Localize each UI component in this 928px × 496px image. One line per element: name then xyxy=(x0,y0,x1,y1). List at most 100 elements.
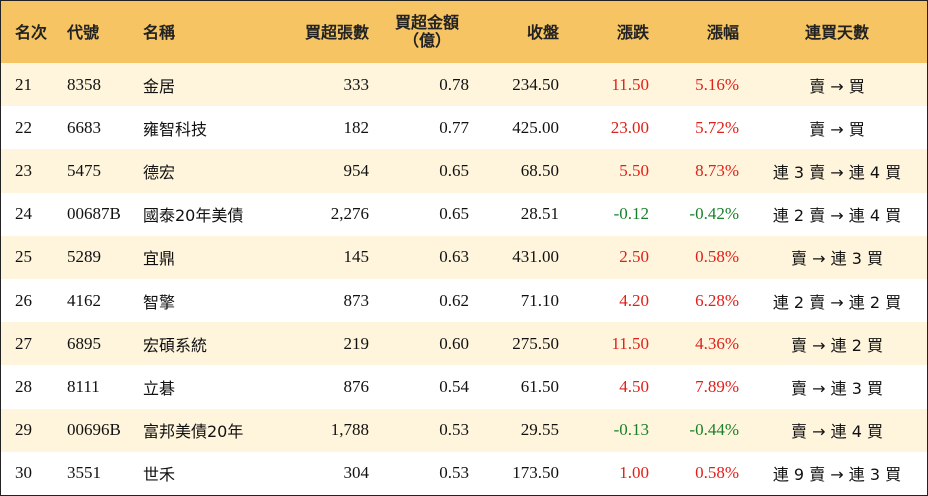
cell-streak: 賣 → 連 3 買 xyxy=(791,378,883,398)
cell-streak: 連 3 賣 → 連 4 買 xyxy=(772,162,902,182)
cell-close: 173.50 xyxy=(512,463,559,483)
cell-change: 4.50 xyxy=(619,376,649,396)
cell-net-buy-shares: 876 xyxy=(343,376,370,396)
table-header-row: 名次 代號 名稱 買超張數 買超金額 （億） 收盤 漲跌 漲幅 連買天數 xyxy=(1,1,927,63)
cell-streak: 連 2 賣 → 連 4 買 xyxy=(772,206,902,226)
cell-close: 234.50 xyxy=(512,74,559,94)
cell-name: 雍智科技 xyxy=(143,119,208,139)
header-change: 漲跌 xyxy=(616,22,649,42)
cell-change-pct: 5.16% xyxy=(695,74,739,94)
cell-change-pct: 4.36% xyxy=(695,333,739,353)
cell-rank: 22 xyxy=(15,117,32,137)
cell-name: 宜鼎 xyxy=(143,249,176,269)
cell-rank: 30 xyxy=(15,463,32,483)
cell-close: 425.00 xyxy=(512,117,559,137)
cell-close: 431.00 xyxy=(512,247,559,267)
cell-change: 23.00 xyxy=(610,117,649,137)
cell-name: 國泰20年美債 xyxy=(143,206,244,226)
cell-change-pct: 5.72% xyxy=(695,117,739,137)
cell-rank: 27 xyxy=(15,333,32,353)
table-row: 26 4162 智擎 873 0.62 71.10 4.20 6.28% 連 2 賣 → 連 2… xyxy=(1,279,927,322)
table-row: 28 8111 立碁 876 0.54 61.50 4.50 7.89% 賣 → 連 3 買 xyxy=(1,365,927,408)
cell-rank: 23 xyxy=(15,160,32,180)
cell-streak: 連 2 賣 → 連 2 買 xyxy=(772,292,902,312)
table-row: 23 5475 德宏 954 0.65 68.50 5.50 8.73% 連 3 賣 → 連 4… xyxy=(1,149,927,193)
cell-close: 71.10 xyxy=(520,290,559,310)
cell-streak: 賣 → 連 4 買 xyxy=(791,422,883,442)
cell-change: -0.13 xyxy=(613,420,649,440)
cell-change: 5.50 xyxy=(619,160,649,180)
table-row: 25 5289 宜鼎 145 0.63 431.00 2.50 0.58% 賣 → 連 3 買 xyxy=(1,235,927,279)
cell-close: 29.55 xyxy=(520,420,559,440)
cell-code: 8111 xyxy=(67,376,100,396)
header-code: 代號 xyxy=(67,22,100,42)
header-rank: 名次 xyxy=(15,22,48,42)
cell-net-buy-amount: 0.65 xyxy=(439,204,469,224)
cell-net-buy-shares: 954 xyxy=(343,160,370,180)
table-row: 27 6895 宏碩系統 219 0.60 275.50 11.50 4.36% 賣 → 連 2… xyxy=(1,322,927,366)
cell-streak: 賣 → 連 2 買 xyxy=(791,335,883,355)
cell-code: 5475 xyxy=(67,160,101,180)
cell-code: 6683 xyxy=(67,117,101,137)
cell-change-pct: 7.89% xyxy=(695,376,739,396)
table-row: 30 3551 世禾 304 0.53 173.50 1.00 0.58% 連 9 賣 → 連 … xyxy=(1,452,927,495)
cell-code: 3551 xyxy=(67,463,101,483)
cell-change-pct: 0.58% xyxy=(695,463,739,483)
cell-streak: 賣 → 連 3 買 xyxy=(791,249,883,269)
cell-net-buy-amount: 0.62 xyxy=(439,290,469,310)
cell-change-pct: 8.73% xyxy=(695,160,739,180)
cell-rank: 28 xyxy=(15,376,32,396)
cell-close: 68.50 xyxy=(520,160,559,180)
cell-net-buy-amount: 0.78 xyxy=(439,74,469,94)
cell-streak: 賣 → 買 xyxy=(809,119,865,139)
cell-net-buy-shares: 145 xyxy=(343,247,370,267)
cell-net-buy-shares: 873 xyxy=(343,290,370,310)
header-net-buy-amount-line2: （億） xyxy=(402,31,451,50)
cell-name: 德宏 xyxy=(143,162,176,182)
cell-rank: 26 xyxy=(15,290,32,310)
cell-net-buy-shares: 2,276 xyxy=(330,204,369,224)
cell-change: 11.50 xyxy=(611,333,649,353)
cell-change: -0.12 xyxy=(613,204,649,224)
cell-code: 6895 xyxy=(67,333,101,353)
cell-change-pct: 6.28% xyxy=(695,290,739,310)
cell-change: 4.20 xyxy=(619,290,649,310)
cell-net-buy-shares: 1,788 xyxy=(330,420,369,440)
cell-code: 00687B xyxy=(67,204,121,224)
table-row: 21 8358 金居 333 0.78 234.50 11.50 5.16% 賣 → 買 xyxy=(1,63,927,107)
cell-change-pct: -0.42% xyxy=(689,204,739,224)
cell-streak: 賣 → 買 xyxy=(809,76,865,96)
cell-change: 2.50 xyxy=(619,247,649,267)
cell-net-buy-shares: 333 xyxy=(343,74,370,94)
cell-change: 1.00 xyxy=(619,463,649,483)
cell-net-buy-amount: 0.53 xyxy=(439,463,469,483)
cell-net-buy-amount: 0.60 xyxy=(439,333,469,353)
cell-code: 8358 xyxy=(67,74,101,94)
cell-name: 金居 xyxy=(143,76,176,96)
header-change-pct: 漲幅 xyxy=(706,22,739,42)
cell-rank: 24 xyxy=(15,204,32,224)
cell-rank: 25 xyxy=(15,247,32,267)
header-close: 收盤 xyxy=(526,22,559,42)
header-net-buy-shares: 買超張數 xyxy=(304,22,369,42)
cell-close: 275.50 xyxy=(512,333,559,353)
cell-net-buy-amount: 0.54 xyxy=(439,376,469,396)
cell-change-pct: -0.44% xyxy=(689,420,739,440)
cell-net-buy-shares: 182 xyxy=(343,117,370,137)
cell-close: 61.50 xyxy=(520,376,559,396)
header-net-buy-amount-line1: 買超金額 xyxy=(394,13,459,32)
cell-rank: 21 xyxy=(15,74,32,94)
table-row: 22 6683 雍智科技 182 0.77 425.00 23.00 5.72% 賣 → 買 xyxy=(1,106,927,149)
header-name: 名稱 xyxy=(143,22,176,42)
cell-change: 11.50 xyxy=(611,74,649,94)
cell-code: 4162 xyxy=(67,290,101,310)
header-streak: 連買天數 xyxy=(804,22,869,42)
cell-net-buy-amount: 0.77 xyxy=(439,117,469,137)
cell-streak: 連 9 賣 → 連 3 買 xyxy=(772,465,902,485)
cell-rank: 29 xyxy=(15,420,32,440)
header-net-buy-amount: 買超金額 （億） xyxy=(377,1,477,63)
table-row: 29 00696B 富邦美債20年 1,788 0.53 29.55 -0.13 -0.44%… xyxy=(1,408,927,452)
cell-name: 世禾 xyxy=(143,465,176,485)
